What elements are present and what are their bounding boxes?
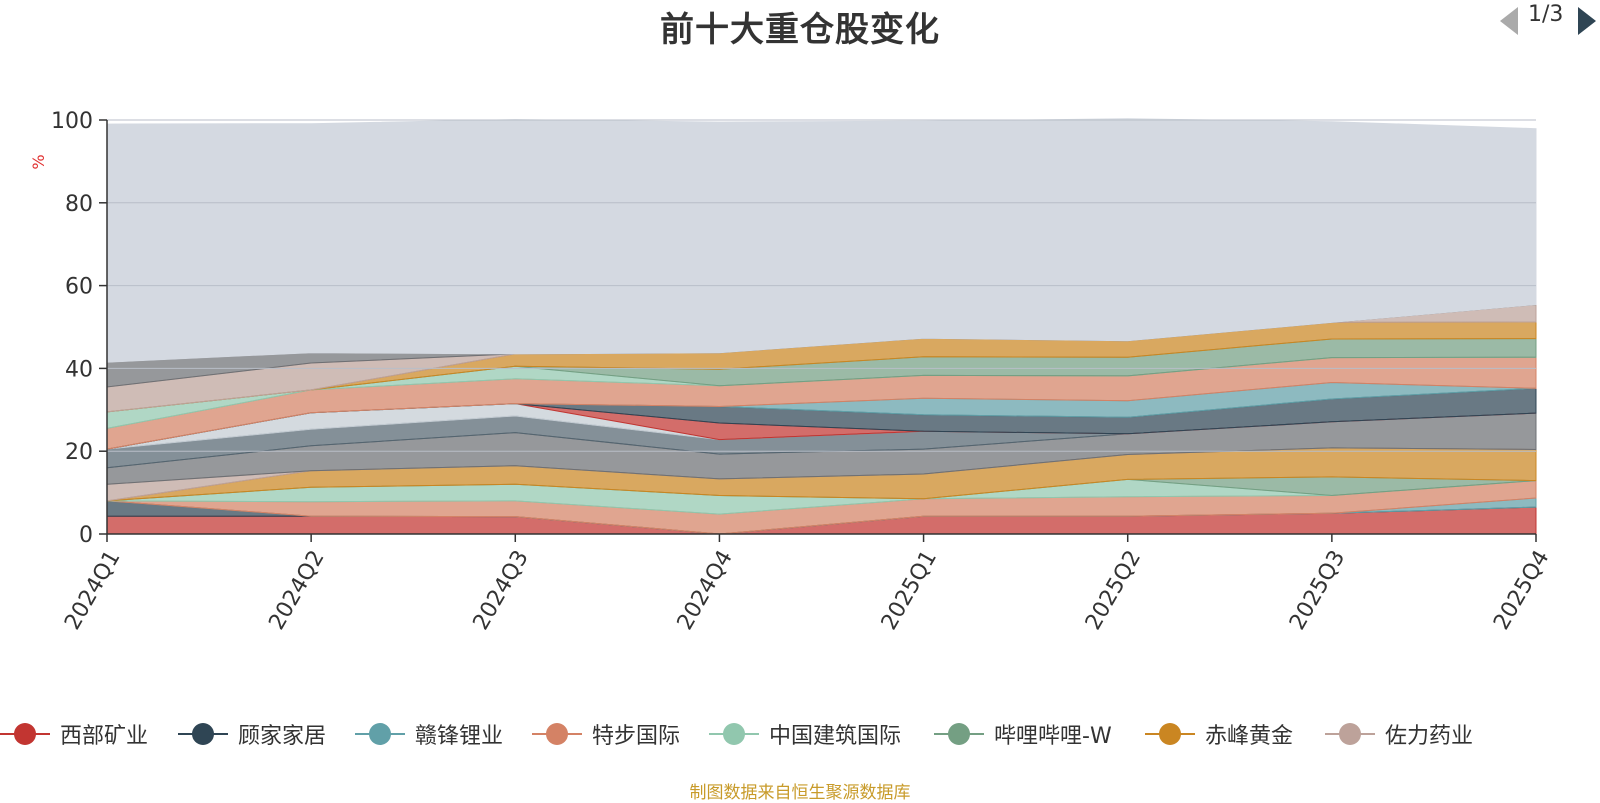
legend: 西部矿业 顾家家居 赣锋锂业 特步国际 中国建筑国际 哔哩哔哩-W 赤峰黄金 佐力药业 (0, 716, 1600, 752)
legend-label: 哔哩哔哩-W (994, 724, 1112, 749)
legend-marker-icon (178, 716, 228, 752)
x-tick-label: 2025Q1 (877, 546, 942, 634)
x-tick-label: 2024Q2 (264, 546, 329, 634)
x-tick-label: 2024Q1 (60, 546, 125, 634)
legend-item[interactable]: 佐力药业 (1325, 716, 1473, 752)
legend-page-indicator: 1/3 (1528, 2, 1564, 27)
y-tick-label: 100 (51, 109, 93, 134)
legend-label: 特步国际 (592, 724, 681, 749)
y-tick-label: 0 (79, 523, 93, 548)
x-tick-label: 2024Q3 (469, 546, 534, 634)
legend-marker-dot (1339, 723, 1361, 745)
series-areas (106, 118, 1537, 535)
y-tick-label: 20 (65, 440, 93, 465)
legend-label: 顾家家居 (238, 724, 327, 749)
legend-label: 赣锋锂业 (415, 724, 504, 749)
legend-marker-dot (546, 723, 568, 745)
legend-item[interactable]: 赤峰黄金 (1145, 716, 1293, 752)
legend-item[interactable]: 西部矿业 (0, 716, 148, 752)
legend-label: 中国建筑国际 (769, 724, 902, 749)
legend-next-page-icon[interactable] (1578, 7, 1596, 35)
legend-marker-icon (709, 716, 759, 752)
area-series-21[interactable] (106, 118, 1537, 363)
legend-marker-dot (14, 723, 36, 745)
data-source-note: 制图数据来自恒生聚源数据库 (689, 783, 911, 803)
legend-marker-icon (1325, 716, 1375, 752)
legend-marker-dot (1159, 723, 1181, 745)
legend-marker-dot (948, 723, 970, 745)
legend-marker-icon (0, 716, 50, 752)
legend-label: 西部矿业 (60, 724, 149, 749)
y-axis-label: % (29, 154, 48, 169)
legend-item[interactable]: 中国建筑国际 (709, 716, 901, 752)
x-tick-label: 2025Q4 (1489, 546, 1554, 634)
axes (99, 119, 1537, 542)
legend-marker-icon (934, 716, 984, 752)
legend-marker-icon (532, 716, 582, 752)
chart-title: 前十大重仓股变化 (660, 10, 940, 50)
x-tick-label: 2024Q4 (673, 546, 738, 634)
legend-marker-dot (192, 723, 214, 745)
y-tick-label: 40 (65, 357, 93, 382)
legend-item[interactable]: 赣锋锂业 (355, 716, 503, 752)
legend-label: 佐力药业 (1385, 724, 1474, 749)
legend-item[interactable]: 特步国际 (532, 716, 680, 752)
y-tick-label: 60 (65, 275, 93, 300)
chart-plot: 0 20 40 60 80 100 2024Q1 2024Q2 2024Q3 2024Q4 2025… (29, 109, 1555, 634)
legend-prev-page-icon[interactable] (1500, 7, 1518, 35)
legend-marker-dot (369, 723, 391, 745)
x-tick-label: 2025Q2 (1081, 546, 1146, 634)
legend-marker-dot (723, 723, 745, 745)
x-tick-label: 2025Q3 (1285, 546, 1350, 634)
legend-item[interactable]: 哔哩哔哩-W (934, 716, 1112, 752)
legend-marker-icon (355, 716, 405, 752)
legend-label: 赤峰黄金 (1205, 724, 1294, 749)
legend-item[interactable]: 顾家家居 (178, 716, 326, 752)
legend-marker-icon (1145, 716, 1195, 752)
y-tick-label: 80 (65, 192, 93, 217)
grid-lines (107, 119, 1536, 452)
